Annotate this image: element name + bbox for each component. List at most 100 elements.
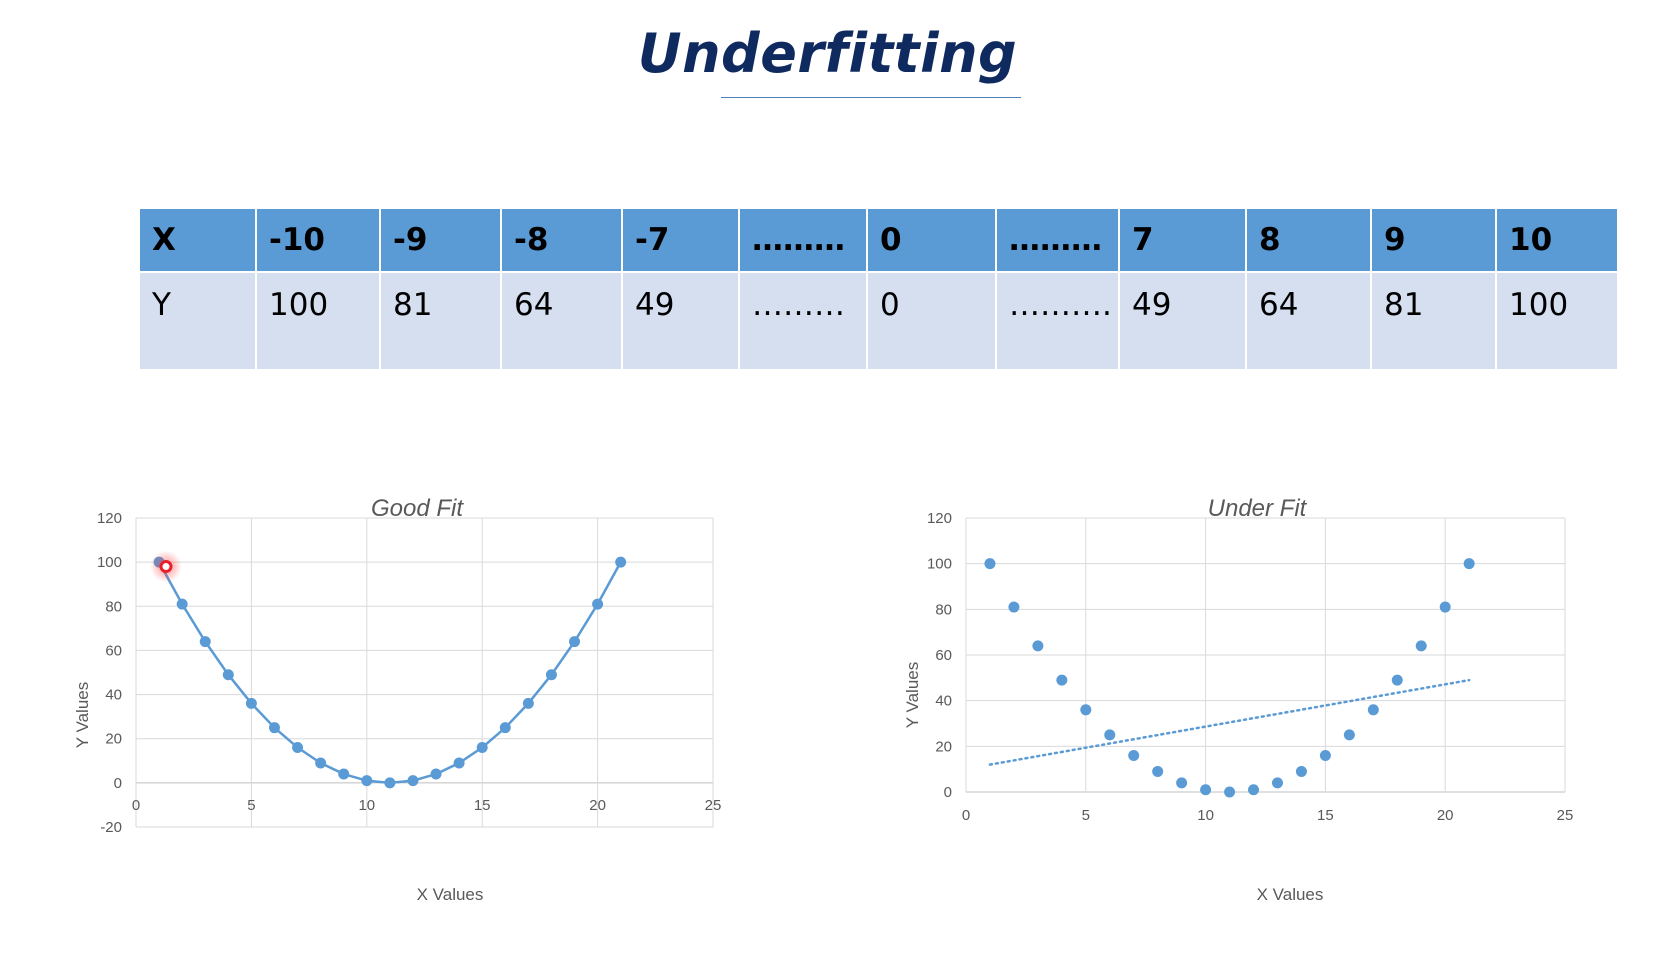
data-point	[1463, 558, 1475, 570]
y-tick-label: 0	[944, 784, 952, 801]
data-point	[1415, 640, 1427, 652]
data-point	[592, 598, 604, 610]
page-title: Underfitting	[637, 22, 1018, 85]
y-tick-label: 40	[935, 693, 952, 710]
table-header-cell: 0	[866, 207, 997, 273]
y-tick-label: 20	[105, 731, 122, 748]
data-point	[407, 775, 419, 787]
data-point	[1152, 765, 1164, 777]
data-point	[176, 598, 188, 610]
x-tick-label: 20	[589, 797, 606, 814]
data-point	[522, 697, 534, 709]
y-tick-label: 20	[935, 738, 952, 755]
table-cell: ………	[738, 271, 868, 371]
data-point	[1319, 749, 1331, 761]
data-point	[1176, 777, 1188, 789]
data-point	[1367, 704, 1379, 716]
trendline	[988, 678, 1471, 766]
table-header-cell: ………	[738, 207, 868, 273]
cursor-highlight-point	[159, 560, 173, 574]
y-axis-label: Y Values	[903, 662, 922, 728]
data-point	[1248, 784, 1260, 796]
data-point	[615, 556, 627, 568]
x-tick-label: 10	[1197, 807, 1214, 824]
data-point	[1343, 729, 1355, 741]
y-tick-label: 60	[935, 647, 952, 664]
table-cell: 100	[255, 271, 381, 371]
y-tick-label: 120	[97, 510, 122, 527]
data-point	[1295, 765, 1307, 777]
data-point	[338, 768, 350, 780]
table-header-cell: 7	[1118, 207, 1247, 273]
table-cell: 0	[866, 271, 997, 371]
x-tick-label: 25	[705, 797, 722, 814]
x-tick-label: 5	[247, 797, 255, 814]
x-tick-label: 15	[1317, 807, 1334, 824]
data-point	[1391, 674, 1403, 686]
data-point	[453, 757, 465, 769]
x-tick-label: 5	[1082, 807, 1090, 824]
data-point	[292, 742, 304, 754]
data-point	[569, 636, 581, 648]
table-header-cell: 10	[1495, 207, 1619, 273]
data-point	[1128, 749, 1140, 761]
y-tick-label: 100	[927, 556, 952, 573]
y-axis-label: Y Values	[73, 682, 92, 748]
data-table: X -10 -9 -8 -7 ……… 0 ……… 7 8 9 10 Y 100 …	[138, 207, 1619, 371]
table-header-cell: 9	[1370, 207, 1497, 273]
data-point	[199, 636, 211, 648]
table-cell: 64	[1245, 271, 1372, 371]
data-point	[245, 697, 257, 709]
x-tick-label: 20	[1437, 807, 1454, 824]
data-point	[1008, 601, 1020, 613]
y-tick-label: -20	[100, 819, 122, 836]
data-point	[1080, 704, 1092, 716]
data-point	[1104, 729, 1116, 741]
data-point	[222, 669, 234, 681]
table-header-cell: X	[138, 207, 257, 273]
table-header-cell: 8	[1245, 207, 1372, 273]
table-cell: Y	[138, 271, 257, 371]
y-tick-label: 100	[97, 554, 122, 571]
y-tick-label: 40	[105, 687, 122, 704]
table-cell: 49	[1118, 271, 1247, 371]
x-tick-label: 0	[132, 797, 140, 814]
y-tick-label: 120	[927, 510, 952, 527]
table-cell: 64	[500, 271, 623, 371]
table-cell: 81	[1370, 271, 1497, 371]
table-header-cell: -9	[379, 207, 502, 273]
data-point	[1271, 777, 1283, 789]
data-point	[430, 768, 442, 780]
table-cell: 81	[379, 271, 502, 371]
table-header-cell: -10	[255, 207, 381, 273]
table-row: Y 100 81 64 49 ……… 0 ………. 49 64 81 100	[138, 271, 1619, 371]
data-point	[1439, 601, 1451, 613]
x-tick-label: 10	[358, 797, 375, 814]
table-cell: 49	[621, 271, 740, 371]
table-header-cell: ………	[995, 207, 1120, 273]
data-point	[984, 558, 996, 570]
data-point	[499, 722, 511, 734]
x-axis-label: X Values	[417, 885, 484, 904]
data-point	[268, 722, 280, 734]
y-tick-label: 60	[105, 642, 122, 659]
table-cell: ……….	[995, 271, 1120, 371]
table-header-cell: -7	[621, 207, 740, 273]
table-cell: 100	[1495, 271, 1619, 371]
data-point	[384, 777, 396, 789]
y-tick-label: 80	[105, 598, 122, 615]
y-tick-label: 0	[114, 775, 122, 792]
title-underline	[721, 97, 1021, 98]
data-point	[1032, 640, 1044, 652]
data-point	[545, 669, 557, 681]
data-point	[1056, 674, 1068, 686]
table-header-row: X -10 -9 -8 -7 ……… 0 ……… 7 8 9 10	[138, 207, 1619, 273]
x-axis-label: X Values	[1257, 885, 1324, 904]
x-tick-label: 25	[1557, 807, 1574, 824]
x-tick-label: 0	[962, 807, 970, 824]
data-point	[476, 742, 488, 754]
data-point	[1224, 786, 1236, 798]
table-header-cell: -8	[500, 207, 623, 273]
x-tick-label: 15	[474, 797, 491, 814]
